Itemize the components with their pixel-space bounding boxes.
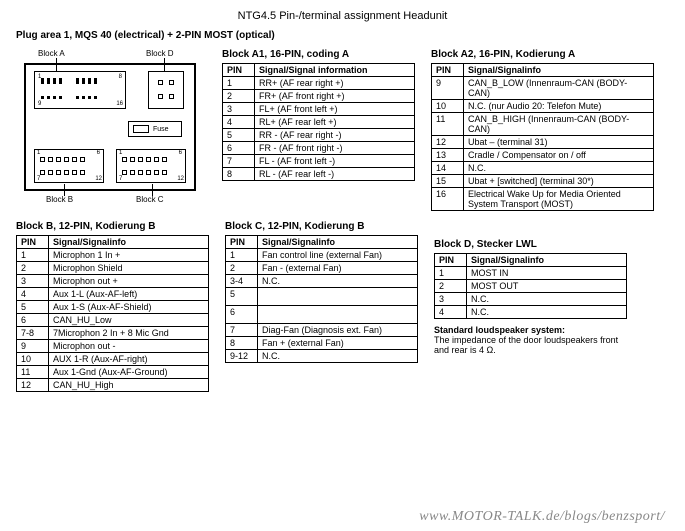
table-row: 11Aux 1-Gnd (Aux-AF-Ground)	[17, 366, 209, 379]
block-a1-title: Block A1, 16-PIN, coding A	[222, 49, 415, 60]
table-row: 9CAN_B_LOW (Innenraum-CAN (BODY-CAN)	[432, 77, 654, 100]
table-row: 2Fan - (external Fan)	[226, 262, 418, 275]
block-a2-table: PINSignal/Signalinfo 9CAN_B_LOW (Innenra…	[431, 63, 654, 211]
table-row: 10AUX 1-R (Aux-AF-right)	[17, 353, 209, 366]
table-row: 8RL - (AF rear left -)	[223, 168, 415, 181]
footer-note: Standard loudspeaker system: The impedan…	[434, 325, 634, 355]
table-row: 7FL - (AF front left -)	[223, 155, 415, 168]
block-d-title: Block D, Stecker LWL	[434, 239, 634, 250]
table-row: 6FR - (AF front right -)	[223, 142, 415, 155]
table-row: 12CAN_HU_High	[17, 379, 209, 392]
table-row: 16Electrical Wake Up for Media Oriented …	[432, 188, 654, 211]
table-row: 4RL+ (AF rear left +)	[223, 116, 415, 129]
block-a2-title: Block A2, 16-PIN, Kodierung A	[431, 49, 654, 60]
table-row: 7-87Microphon 2 In + 8 Mic Gnd	[17, 327, 209, 340]
table-row: 8Fan + (external Fan)	[226, 337, 418, 350]
table-row: 6	[226, 306, 418, 324]
table-row: 2Microphon Shield	[17, 262, 209, 275]
watermark: www.MOTOR-TALK.de/blogs/benzsport/	[419, 509, 665, 525]
table-row: 5Aux 1-S (Aux-AF-Shield)	[17, 301, 209, 314]
label-block-b: Block B	[46, 195, 73, 204]
block-a1-table: PINSignal/Signal information 1RR+ (AF re…	[222, 63, 415, 181]
fuse-label: Fuse	[153, 126, 169, 133]
block-b-title: Block B, 12-PIN, Kodierung B	[16, 221, 209, 232]
table-row: 15Ubat + [switched] (terminal 30*)	[432, 175, 654, 188]
block-b-table: PINSignal/Signalinfo 1Microphon 1 In +2M…	[16, 235, 209, 392]
table-row: 9-12N.C.	[226, 350, 418, 363]
table-row: 9Microphon out -	[17, 340, 209, 353]
table-row: 1MOST IN	[435, 267, 627, 280]
label-block-c: Block C	[136, 195, 164, 204]
connector-diagram: Block A Block D 18 916 Fu	[16, 49, 206, 209]
label-block-d: Block D	[146, 49, 174, 58]
table-row: 2FR+ (AF front right +)	[223, 90, 415, 103]
table-row: 4N.C.	[435, 306, 627, 319]
table-row: 5	[226, 288, 418, 306]
table-row: 12Ubat – (terminal 31)	[432, 136, 654, 149]
table-row: 3-4N.C.	[226, 275, 418, 288]
table-row: 1Fan control line (external Fan)	[226, 249, 418, 262]
page-title: NTG4.5 Pin-/terminal assignment Headunit	[16, 10, 669, 22]
block-d-table: PINSignal/Signalinfo 1MOST IN2MOST OUT3N…	[434, 253, 627, 319]
table-row: 14N.C.	[432, 162, 654, 175]
table-row: 11CAN_B_HIGH (Innenraum-CAN (BODY-CAN)	[432, 113, 654, 136]
table-row: 7Diag-Fan (Diagnosis ext. Fan)	[226, 324, 418, 337]
table-row: 13Cradle / Compensator on / off	[432, 149, 654, 162]
block-c-table: PINSignal/Signalinfo 1Fan control line (…	[225, 235, 418, 363]
page-subtitle: Plug area 1, MQS 40 (electrical) + 2-PIN…	[16, 30, 669, 41]
table-row: 1RR+ (AF rear right +)	[223, 77, 415, 90]
table-row: 4Aux 1-L (Aux-AF-left)	[17, 288, 209, 301]
table-row: 3FL+ (AF front left +)	[223, 103, 415, 116]
table-row: 6CAN_HU_Low	[17, 314, 209, 327]
table-row: 5RR - (AF rear right -)	[223, 129, 415, 142]
table-row: 3Microphon out +	[17, 275, 209, 288]
block-c-title: Block C, 12-PIN, Kodierung B	[225, 221, 418, 232]
table-row: 10N.C. (nur Audio 20: Telefon Mute)	[432, 100, 654, 113]
table-row: 1Microphon 1 In +	[17, 249, 209, 262]
label-block-a: Block A	[38, 49, 65, 58]
table-row: 2MOST OUT	[435, 280, 627, 293]
table-row: 3N.C.	[435, 293, 627, 306]
